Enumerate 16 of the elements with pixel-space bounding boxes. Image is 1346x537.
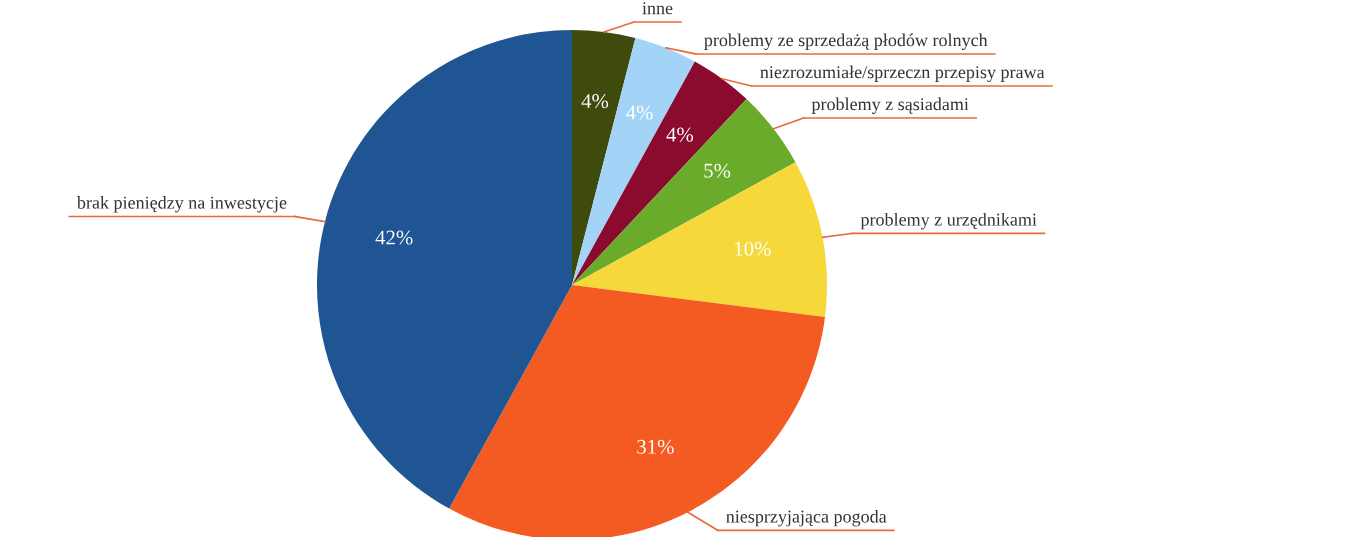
- slice-label: inne: [642, 2, 673, 15]
- data-label: 42%: [375, 230, 413, 245]
- data-label: 5%: [704, 163, 731, 178]
- data-label: 4%: [666, 127, 694, 142]
- data-label: 31%: [637, 439, 674, 454]
- slice-label: niesprzyjająca pogoda: [726, 509, 887, 527]
- slice-label: problemy z sąsiadami: [811, 97, 969, 114]
- pie-slice: [572, 162, 827, 317]
- slice-label: niezrozumiałe/sprzeczn przepisy prawa: [760, 65, 1045, 82]
- slice-label: problemy z urzędnikami: [860, 212, 1037, 230]
- pie-slice: [572, 38, 695, 285]
- data-label: 4%: [581, 94, 609, 109]
- slice-label: problemy ze sprzedażą płodów rolnych: [704, 33, 988, 50]
- data-label: 10%: [735, 241, 771, 256]
- data-label: 4%: [626, 105, 653, 120]
- slice-label: brak pieniędzy na inwestycje: [76, 196, 287, 213]
